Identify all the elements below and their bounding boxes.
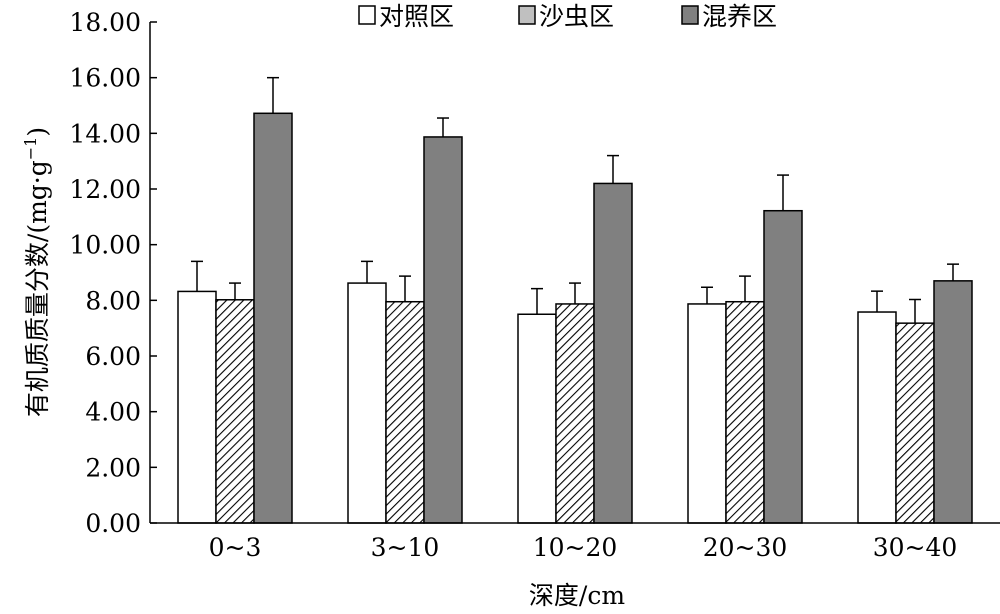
bar-2-1 [423, 136, 463, 524]
legend-label-2: 混养区 [702, 2, 777, 31]
y-tick-label: 0.00 [85, 509, 141, 538]
x-tick-label: 0~3 [209, 533, 262, 562]
y-axis-ticks: 0.00 2.00 4.00 6.00 8.00 10.00 12.00 14.00 16.00… [69, 8, 157, 538]
bar-0-4 [857, 311, 897, 524]
x-axis-label: 深度/cm [529, 581, 625, 610]
legend: 对照区 沙虫区 混养区 [358, 2, 777, 31]
y-tick-label: 8.00 [85, 286, 141, 315]
bar-1-1 [385, 300, 425, 524]
y-tick-label: 12.00 [69, 175, 141, 204]
bar-1-0 [215, 299, 255, 524]
y-tick-label: 2.00 [85, 453, 141, 482]
legend-swatch-0 [358, 5, 376, 25]
y-axis-label-sup: −1 [21, 137, 40, 161]
y-tick-label: 16.00 [69, 64, 141, 93]
x-tick-label: 10~20 [533, 533, 618, 562]
x-tick-label: 20~30 [703, 533, 788, 562]
bar-1-2 [555, 303, 595, 524]
bar-1-3 [725, 300, 765, 524]
y-tick-label: 18.00 [69, 8, 141, 37]
y-axis-label-close: ) [23, 127, 52, 137]
y-tick-label: 10.00 [69, 231, 141, 260]
bar-0-1 [347, 282, 387, 524]
y-tick-label: 14.00 [69, 119, 141, 148]
bar-0-0 [177, 290, 217, 524]
bar-2-3 [763, 209, 803, 524]
legend-item-0: 对照区 [358, 2, 454, 31]
bars [177, 76, 973, 524]
legend-swatch-1 [518, 5, 536, 25]
y-axis-label-main: 有机质质量分数/(mg·g [23, 160, 52, 417]
y-axis-label: 有机质质量分数/(mg·g−1) [21, 127, 52, 417]
legend-label-1: 沙虫区 [539, 2, 614, 31]
bar-0-3 [687, 303, 727, 524]
y-tick-label: 6.00 [85, 342, 141, 371]
bar-1-4 [895, 322, 935, 524]
legend-swatch-2 [681, 5, 699, 25]
x-tick-label: 30~40 [873, 533, 958, 562]
bar-2-0 [253, 112, 293, 524]
x-tick-label: 3~10 [371, 533, 440, 562]
bar-2-2 [593, 182, 633, 524]
legend-item-2: 混养区 [681, 2, 777, 31]
bar-0-2 [517, 313, 557, 524]
legend-label-0: 对照区 [379, 2, 454, 31]
y-tick-label: 4.00 [85, 398, 141, 427]
legend-item-1: 沙虫区 [518, 2, 614, 31]
bar-2-4 [933, 280, 973, 524]
